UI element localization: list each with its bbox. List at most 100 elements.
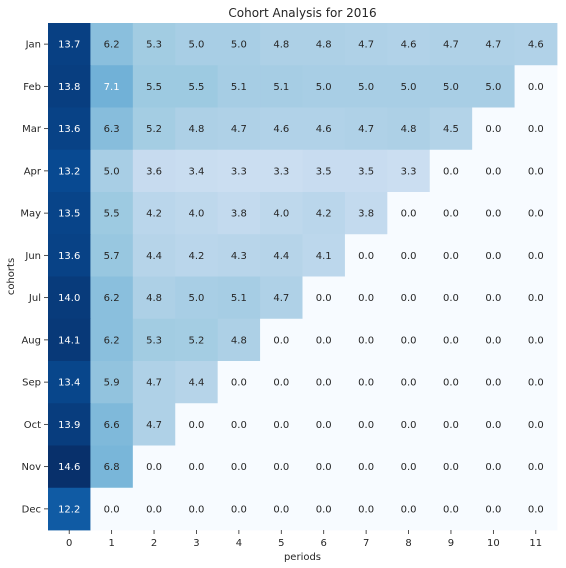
heatmap-cell bbox=[429, 276, 473, 320]
cell-value-label: 0.0 bbox=[316, 378, 332, 389]
heatmap-cell bbox=[48, 445, 91, 489]
cell-value-label: 6.2 bbox=[104, 335, 120, 346]
cell-value-label: 0.0 bbox=[528, 209, 544, 220]
cell-value-label: 4.1 bbox=[316, 251, 332, 262]
y-tick-label: Mar bbox=[22, 124, 42, 135]
cell-value-label: 5.5 bbox=[104, 209, 120, 220]
heatmap-cell bbox=[514, 192, 558, 235]
cell-value-label: 0.0 bbox=[189, 420, 205, 431]
cell-value-label: 0.0 bbox=[273, 335, 289, 346]
cell-value-label: 13.6 bbox=[58, 251, 80, 262]
cell-value-label: 0.0 bbox=[528, 166, 544, 177]
cell-value-label: 5.0 bbox=[231, 40, 247, 51]
cell-value-label: 5.1 bbox=[273, 82, 289, 93]
heatmap-cell bbox=[217, 445, 261, 489]
cell-value-label: 5.0 bbox=[443, 82, 459, 93]
heatmap-cell bbox=[472, 361, 515, 404]
heatmap-cell bbox=[302, 318, 346, 362]
heatmap-cell bbox=[302, 107, 346, 151]
heatmap-cell bbox=[344, 361, 388, 404]
cell-value-label: 0.0 bbox=[443, 293, 459, 304]
cell-value-label: 13.9 bbox=[58, 420, 80, 431]
cell-value-label: 0.0 bbox=[316, 462, 332, 473]
heatmap-cell bbox=[48, 276, 91, 320]
heatmap-cell bbox=[48, 149, 91, 193]
y-tick-label: Feb bbox=[23, 82, 41, 93]
cell-value-label: 3.5 bbox=[316, 166, 332, 177]
heatmap-cell bbox=[48, 487, 91, 531]
cell-value-label: 0.0 bbox=[273, 462, 289, 473]
cell-value-label: 0.0 bbox=[358, 420, 374, 431]
x-tick-label: 7 bbox=[363, 538, 369, 549]
heatmap-cell bbox=[387, 361, 431, 404]
heatmap-cell bbox=[472, 23, 515, 66]
cell-value-label: 0.0 bbox=[104, 504, 120, 515]
y-tick-label: May bbox=[20, 209, 41, 220]
y-axis-label: cohorts bbox=[6, 258, 17, 295]
heatmap-cell bbox=[429, 487, 473, 531]
heatmap-cell bbox=[472, 149, 515, 193]
cell-value-label: 0.0 bbox=[443, 335, 459, 346]
heatmap-cell bbox=[472, 192, 515, 235]
heatmap-cell bbox=[344, 107, 388, 151]
cell-value-label: 13.7 bbox=[58, 40, 80, 51]
heatmap-cell bbox=[132, 234, 176, 277]
heatmap-cell bbox=[90, 445, 134, 489]
heatmap-cell bbox=[514, 149, 558, 193]
cell-value-label: 0.0 bbox=[401, 209, 417, 220]
cell-value-label: 3.6 bbox=[146, 166, 162, 177]
cell-value-label: 13.4 bbox=[58, 378, 80, 389]
heatmap-cell bbox=[387, 318, 431, 362]
cell-value-label: 0.0 bbox=[528, 124, 544, 135]
cell-value-label: 3.5 bbox=[358, 166, 374, 177]
heatmap-cell bbox=[344, 403, 388, 446]
heatmap-cell bbox=[387, 107, 431, 151]
cell-value-label: 4.8 bbox=[273, 40, 289, 51]
cell-value-label: 0.0 bbox=[485, 504, 501, 515]
cell-value-label: 12.2 bbox=[58, 504, 80, 515]
heatmap-cell bbox=[132, 445, 176, 489]
heatmap-cell bbox=[175, 234, 219, 277]
heatmap-cell bbox=[175, 487, 219, 531]
cell-value-label: 0.0 bbox=[443, 209, 459, 220]
cell-value-label: 0.0 bbox=[273, 420, 289, 431]
cell-value-label: 4.8 bbox=[316, 40, 332, 51]
cell-value-label: 4.7 bbox=[273, 293, 289, 304]
cell-value-label: 4.7 bbox=[146, 378, 162, 389]
heatmap-cell bbox=[514, 107, 558, 151]
cell-value-label: 0.0 bbox=[146, 504, 162, 515]
cell-value-label: 0.0 bbox=[485, 462, 501, 473]
cell-value-label: 0.0 bbox=[358, 462, 374, 473]
heatmap-cell bbox=[175, 276, 219, 320]
y-tick-label: Apr bbox=[24, 166, 42, 177]
x-tick-label: 8 bbox=[405, 538, 411, 549]
heatmap-cell bbox=[175, 403, 219, 446]
heatmap-cell bbox=[132, 403, 176, 446]
heatmap-cell bbox=[302, 276, 346, 320]
heatmap-cell bbox=[429, 445, 473, 489]
cell-value-label: 0.0 bbox=[358, 293, 374, 304]
cell-value-label: 0.0 bbox=[401, 293, 417, 304]
cell-value-label: 0.0 bbox=[231, 378, 247, 389]
heatmap-cell bbox=[90, 234, 134, 277]
y-axis-ticks: Jan Feb Mar Apr May Jun Jul Aug Sep Oct Nov Dec bbox=[20, 40, 48, 515]
cell-value-label: 13.2 bbox=[58, 166, 80, 177]
heatmap-cell bbox=[260, 403, 303, 446]
cell-value-label: 0.0 bbox=[231, 462, 247, 473]
cell-value-label: 0.0 bbox=[273, 504, 289, 515]
heatmap-cell bbox=[260, 276, 303, 320]
heatmap-cell bbox=[302, 23, 346, 66]
heatmap-cell bbox=[344, 445, 388, 489]
cell-value-label: 4.2 bbox=[316, 209, 332, 220]
heatmap-cell bbox=[514, 23, 558, 66]
cell-value-label: 4.7 bbox=[358, 40, 374, 51]
heatmap-cell bbox=[90, 107, 134, 151]
cell-value-label: 4.0 bbox=[189, 209, 205, 220]
y-tick-label: Nov bbox=[21, 462, 41, 473]
heatmap-cell bbox=[387, 65, 431, 108]
cell-value-label: 6.2 bbox=[104, 293, 120, 304]
heatmap-cell bbox=[302, 445, 346, 489]
heatmap-cell bbox=[429, 107, 473, 151]
cell-value-label: 4.2 bbox=[146, 209, 162, 220]
heatmap-cell bbox=[344, 276, 388, 320]
